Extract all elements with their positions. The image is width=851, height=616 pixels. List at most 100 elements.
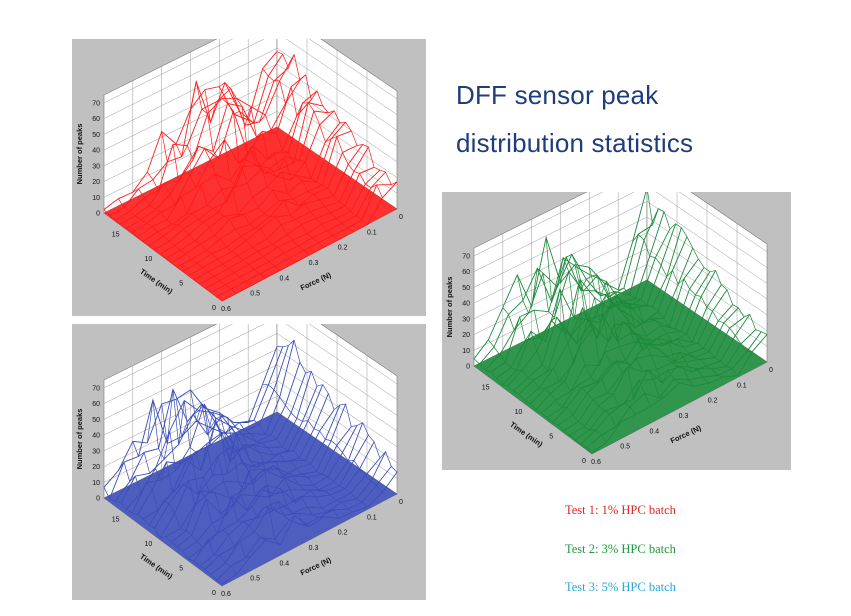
- surface-col-line: [588, 267, 709, 384]
- force-tick-label: 0: [769, 367, 773, 374]
- force-axis-label: Force (N): [299, 555, 333, 577]
- z-tick-label: 10: [92, 480, 100, 487]
- z-axis-label: Number of peaks: [445, 277, 454, 338]
- chart-panel-test1: 0 10 20 30 40 50 60 70 Number of peaks 15 10 5 0 Time…: [72, 39, 426, 316]
- force-tick-label: 0.6: [221, 591, 231, 598]
- time-axis-label: Time (min): [138, 552, 175, 581]
- time-tick-label: 10: [515, 409, 523, 416]
- surface-col-line: [146, 399, 266, 541]
- force-tick-label: 0.4: [279, 560, 289, 567]
- surface-col-line: [118, 198, 237, 294]
- force-tick-label: 0.5: [250, 576, 260, 583]
- time-tick-label: 10: [145, 541, 153, 548]
- surface-col-line: [276, 339, 398, 473]
- surface-col-line: [161, 389, 281, 545]
- surface-col-line: [190, 389, 310, 527]
- chart-panel-test2: 0 10 20 30 40 50 60 70 Number of peaks 15 10 5 0 Time…: [442, 192, 791, 470]
- time-axis-label: Time (min): [138, 267, 175, 296]
- surface-col-line: [647, 192, 768, 335]
- z-tick-label: 50: [92, 132, 100, 139]
- surface-col-line: [248, 419, 369, 507]
- surface-base: [474, 280, 767, 454]
- force-axis-label: Force (N): [669, 423, 703, 445]
- surface-col-line: [204, 408, 325, 519]
- z-tick-label: 60: [462, 269, 470, 276]
- time-axis-label: Time (min): [508, 420, 545, 449]
- surface-mesh: [473, 192, 768, 454]
- surface-mesh: [103, 339, 398, 586]
- z-tick-label: 20: [92, 464, 100, 471]
- time-tick-label: 5: [549, 434, 553, 441]
- surface-col-line: [531, 267, 651, 407]
- surface-col-line: [473, 358, 593, 453]
- surface-col-line: [632, 233, 753, 353]
- surface-col-line: [262, 383, 383, 493]
- surface-col-line: [603, 282, 724, 378]
- surface-col-line: [132, 188, 252, 286]
- z-axis-ticks: 0 10 20 30 40 50 60 70: [92, 385, 100, 502]
- force-tick-label: 0.2: [338, 530, 348, 537]
- force-tick-label: 0.4: [649, 428, 659, 435]
- surface-col-line: [118, 461, 237, 575]
- surface-col-line: [502, 307, 622, 428]
- z-tick-label: 10: [92, 195, 100, 202]
- z-tick-label: 30: [92, 163, 100, 170]
- legend-test3: Test 3: 5% HPC batch: [565, 580, 676, 594]
- time-tick-label: 15: [112, 232, 120, 239]
- surface-col-line: [233, 422, 354, 513]
- time-tick-label: 0: [212, 590, 216, 597]
- z-tick-label: 70: [92, 100, 100, 107]
- surface-col-line: [233, 106, 354, 233]
- z-axis-label: Number of peaks: [75, 124, 84, 185]
- z-tick-label: 70: [92, 385, 100, 392]
- force-axis-label: Force (N): [299, 270, 333, 292]
- surface-col-line: [147, 171, 267, 279]
- surface-col-line: [175, 399, 296, 521]
- z-axis-ticks: 0 10 20 30 40 50 60 70: [462, 253, 470, 370]
- z-tick-label: 0: [96, 496, 100, 503]
- z-tick-label: 0: [96, 211, 100, 218]
- force-tick-label: 0.2: [338, 245, 348, 252]
- z-tick-label: 20: [92, 179, 100, 186]
- force-tick-label: 0.2: [708, 398, 718, 405]
- surface-col-line: [488, 339, 607, 443]
- surface-col-line: [161, 131, 281, 271]
- legend-test1: Test 1: 1% HPC batch: [565, 503, 676, 517]
- surface-col-line: [175, 143, 296, 263]
- force-tick-label: 0.5: [250, 291, 260, 298]
- force-tick-label: 0.1: [737, 382, 747, 389]
- z-tick-label: 60: [92, 116, 100, 123]
- z-tick-label: 0: [466, 364, 470, 371]
- surface-col-line: [204, 89, 325, 248]
- time-tick-label: 0: [582, 458, 586, 465]
- force-tick-label: 0.1: [367, 229, 377, 236]
- time-tick-label: 5: [179, 281, 183, 288]
- z-tick-label: 30: [462, 316, 470, 323]
- surface-mesh: [103, 51, 398, 302]
- force-tick-label: 0.6: [591, 459, 601, 466]
- z-tick-label: 20: [462, 332, 470, 339]
- surface-col-line: [218, 412, 339, 519]
- force-tick-label: 0.3: [679, 413, 689, 420]
- force-tick-label: 0.1: [367, 514, 377, 521]
- z-axis-label: Number of peaks: [75, 409, 84, 470]
- force-tick-label: 0.4: [279, 275, 289, 282]
- page-title-line2: distribution statistics: [456, 128, 694, 158]
- surface-col-line: [248, 114, 369, 225]
- time-tick-label: 5: [179, 566, 183, 573]
- z-axis-ticks: 0 10 20 30 40 50 60 70: [92, 100, 100, 217]
- chart-panel-test3: 0 10 20 30 40 50 60 70 Number of peaks 15 10 5 0 Time…: [72, 324, 426, 600]
- force-tick-label: 0: [399, 214, 403, 221]
- force-tick-label: 0.5: [620, 444, 630, 451]
- surface-col-line: [276, 51, 398, 186]
- force-tick-label: 0.6: [221, 306, 231, 313]
- z-tick-label: 40: [92, 433, 100, 440]
- surface-col-line: [516, 274, 637, 415]
- z-tick-label: 40: [462, 301, 470, 308]
- surface-col-line: [190, 81, 310, 256]
- force-tick-label: 0.3: [309, 545, 319, 552]
- surface-col-line: [545, 237, 665, 399]
